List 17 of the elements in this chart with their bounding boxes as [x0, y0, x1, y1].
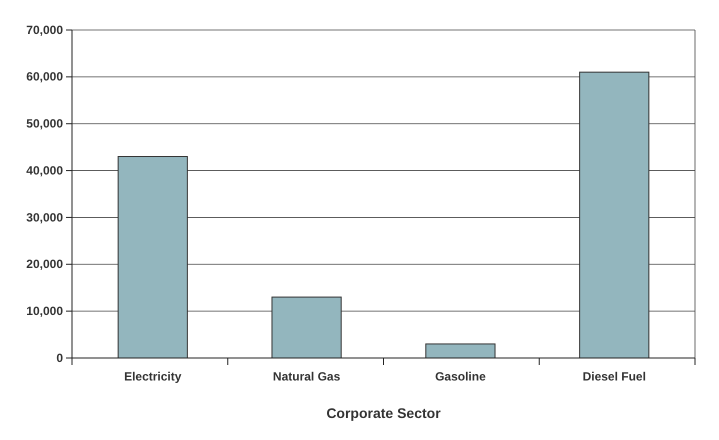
y-tick-label: 20,000 [26, 257, 64, 272]
bar [579, 72, 650, 358]
bar [118, 156, 188, 358]
x-axis-title: Corporate Sector [326, 405, 442, 421]
y-tick-label: 60,000 [26, 70, 64, 84]
y-tick-label: 10,000 [26, 304, 64, 318]
y-tick-label: 0 [56, 350, 64, 365]
x-tick-label: Electricity [124, 370, 182, 384]
y-tick-label: 40,000 [26, 163, 64, 178]
bar [425, 343, 496, 358]
bar [271, 296, 342, 358]
y-tick-label: 30,000 [26, 210, 64, 224]
y-tick-label: 70,000 [26, 22, 64, 37]
x-tick-label: Diesel Fuel [582, 370, 646, 384]
x-tick-label: Gasoline [435, 370, 486, 384]
y-tick-label: 50,000 [26, 116, 64, 131]
x-tick-label: Natural Gas [272, 370, 341, 384]
